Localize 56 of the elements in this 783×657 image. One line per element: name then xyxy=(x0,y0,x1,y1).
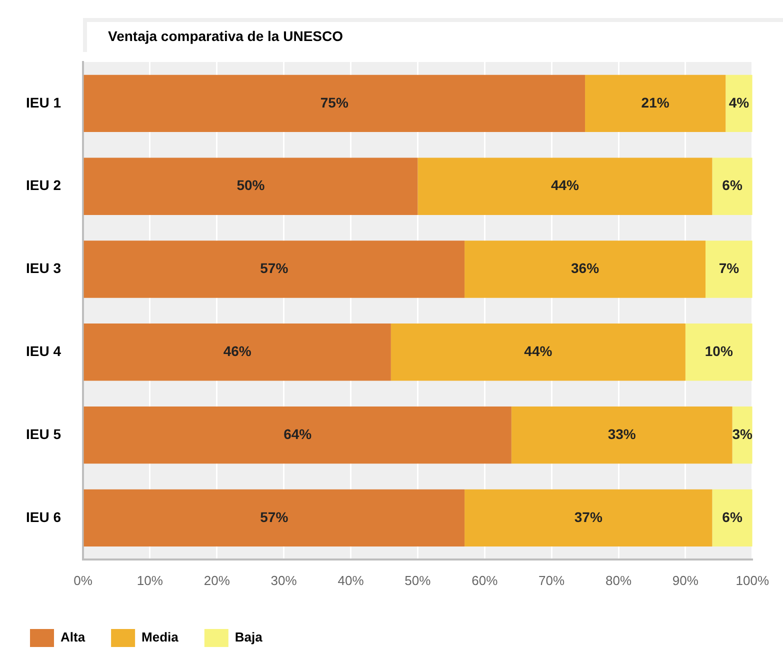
data-label: 46% xyxy=(223,343,252,360)
y-tick-label: IEU 5 xyxy=(26,426,62,442)
data-label: 7% xyxy=(718,260,740,276)
y-tick-label: IEU 6 xyxy=(26,508,62,525)
x-tick-label: 0% xyxy=(74,572,93,588)
data-label: 57% xyxy=(260,508,289,525)
x-tick-label: 60% xyxy=(472,572,498,588)
bar xyxy=(390,324,686,381)
data-label: 75% xyxy=(320,94,349,110)
data-label: 57% xyxy=(260,260,289,276)
data-label: 44% xyxy=(524,343,553,360)
data-label: 44% xyxy=(550,177,580,194)
x-tick-label: 30% xyxy=(270,572,298,588)
bar xyxy=(84,489,465,547)
bar xyxy=(712,489,752,547)
x-tick-label: 20% xyxy=(204,572,230,588)
data-label: 10% xyxy=(704,343,734,360)
data-label: 50% xyxy=(236,177,266,194)
bar xyxy=(726,74,752,132)
data-label: 6% xyxy=(722,508,743,525)
bar xyxy=(585,74,726,132)
bar xyxy=(84,240,465,298)
x-tick-label: 10% xyxy=(136,572,164,588)
bar xyxy=(685,324,752,381)
x-tick-label: 100% xyxy=(736,572,770,588)
legend-label: Baja xyxy=(234,630,264,645)
y-tick-label: IEU 4 xyxy=(26,343,62,360)
bar xyxy=(84,324,391,381)
y-tick-label: IEU 2 xyxy=(26,177,62,194)
y-tick-label: IEU 3 xyxy=(26,260,62,276)
bar xyxy=(84,406,512,464)
bar xyxy=(84,158,418,215)
chart-title: Ventaja comparativa de la UNESCO xyxy=(108,28,344,44)
y-tick-label: IEU 1 xyxy=(26,94,62,110)
data-label: 6% xyxy=(722,177,743,194)
legend-label: Media xyxy=(142,630,180,645)
data-label: 3% xyxy=(732,426,754,442)
data-label: 4% xyxy=(728,94,750,110)
data-label: 21% xyxy=(641,94,670,110)
x-tick-label: 40% xyxy=(338,572,364,588)
data-label: 37% xyxy=(574,508,603,525)
x-tick-label: 90% xyxy=(672,572,699,588)
x-tick-label: 80% xyxy=(605,572,632,588)
bar xyxy=(706,240,752,298)
data-label: 36% xyxy=(571,260,600,276)
bar xyxy=(84,74,586,132)
bar xyxy=(712,158,752,215)
bar xyxy=(464,489,712,547)
x-tick-label: 50% xyxy=(404,572,432,588)
x-tick-label: 70% xyxy=(538,572,566,588)
data-label: 64% xyxy=(284,426,312,442)
bar xyxy=(418,158,712,215)
legend-label: Alta xyxy=(60,630,86,645)
bar xyxy=(511,406,732,464)
bar xyxy=(464,240,706,298)
data-label: 33% xyxy=(608,426,636,442)
